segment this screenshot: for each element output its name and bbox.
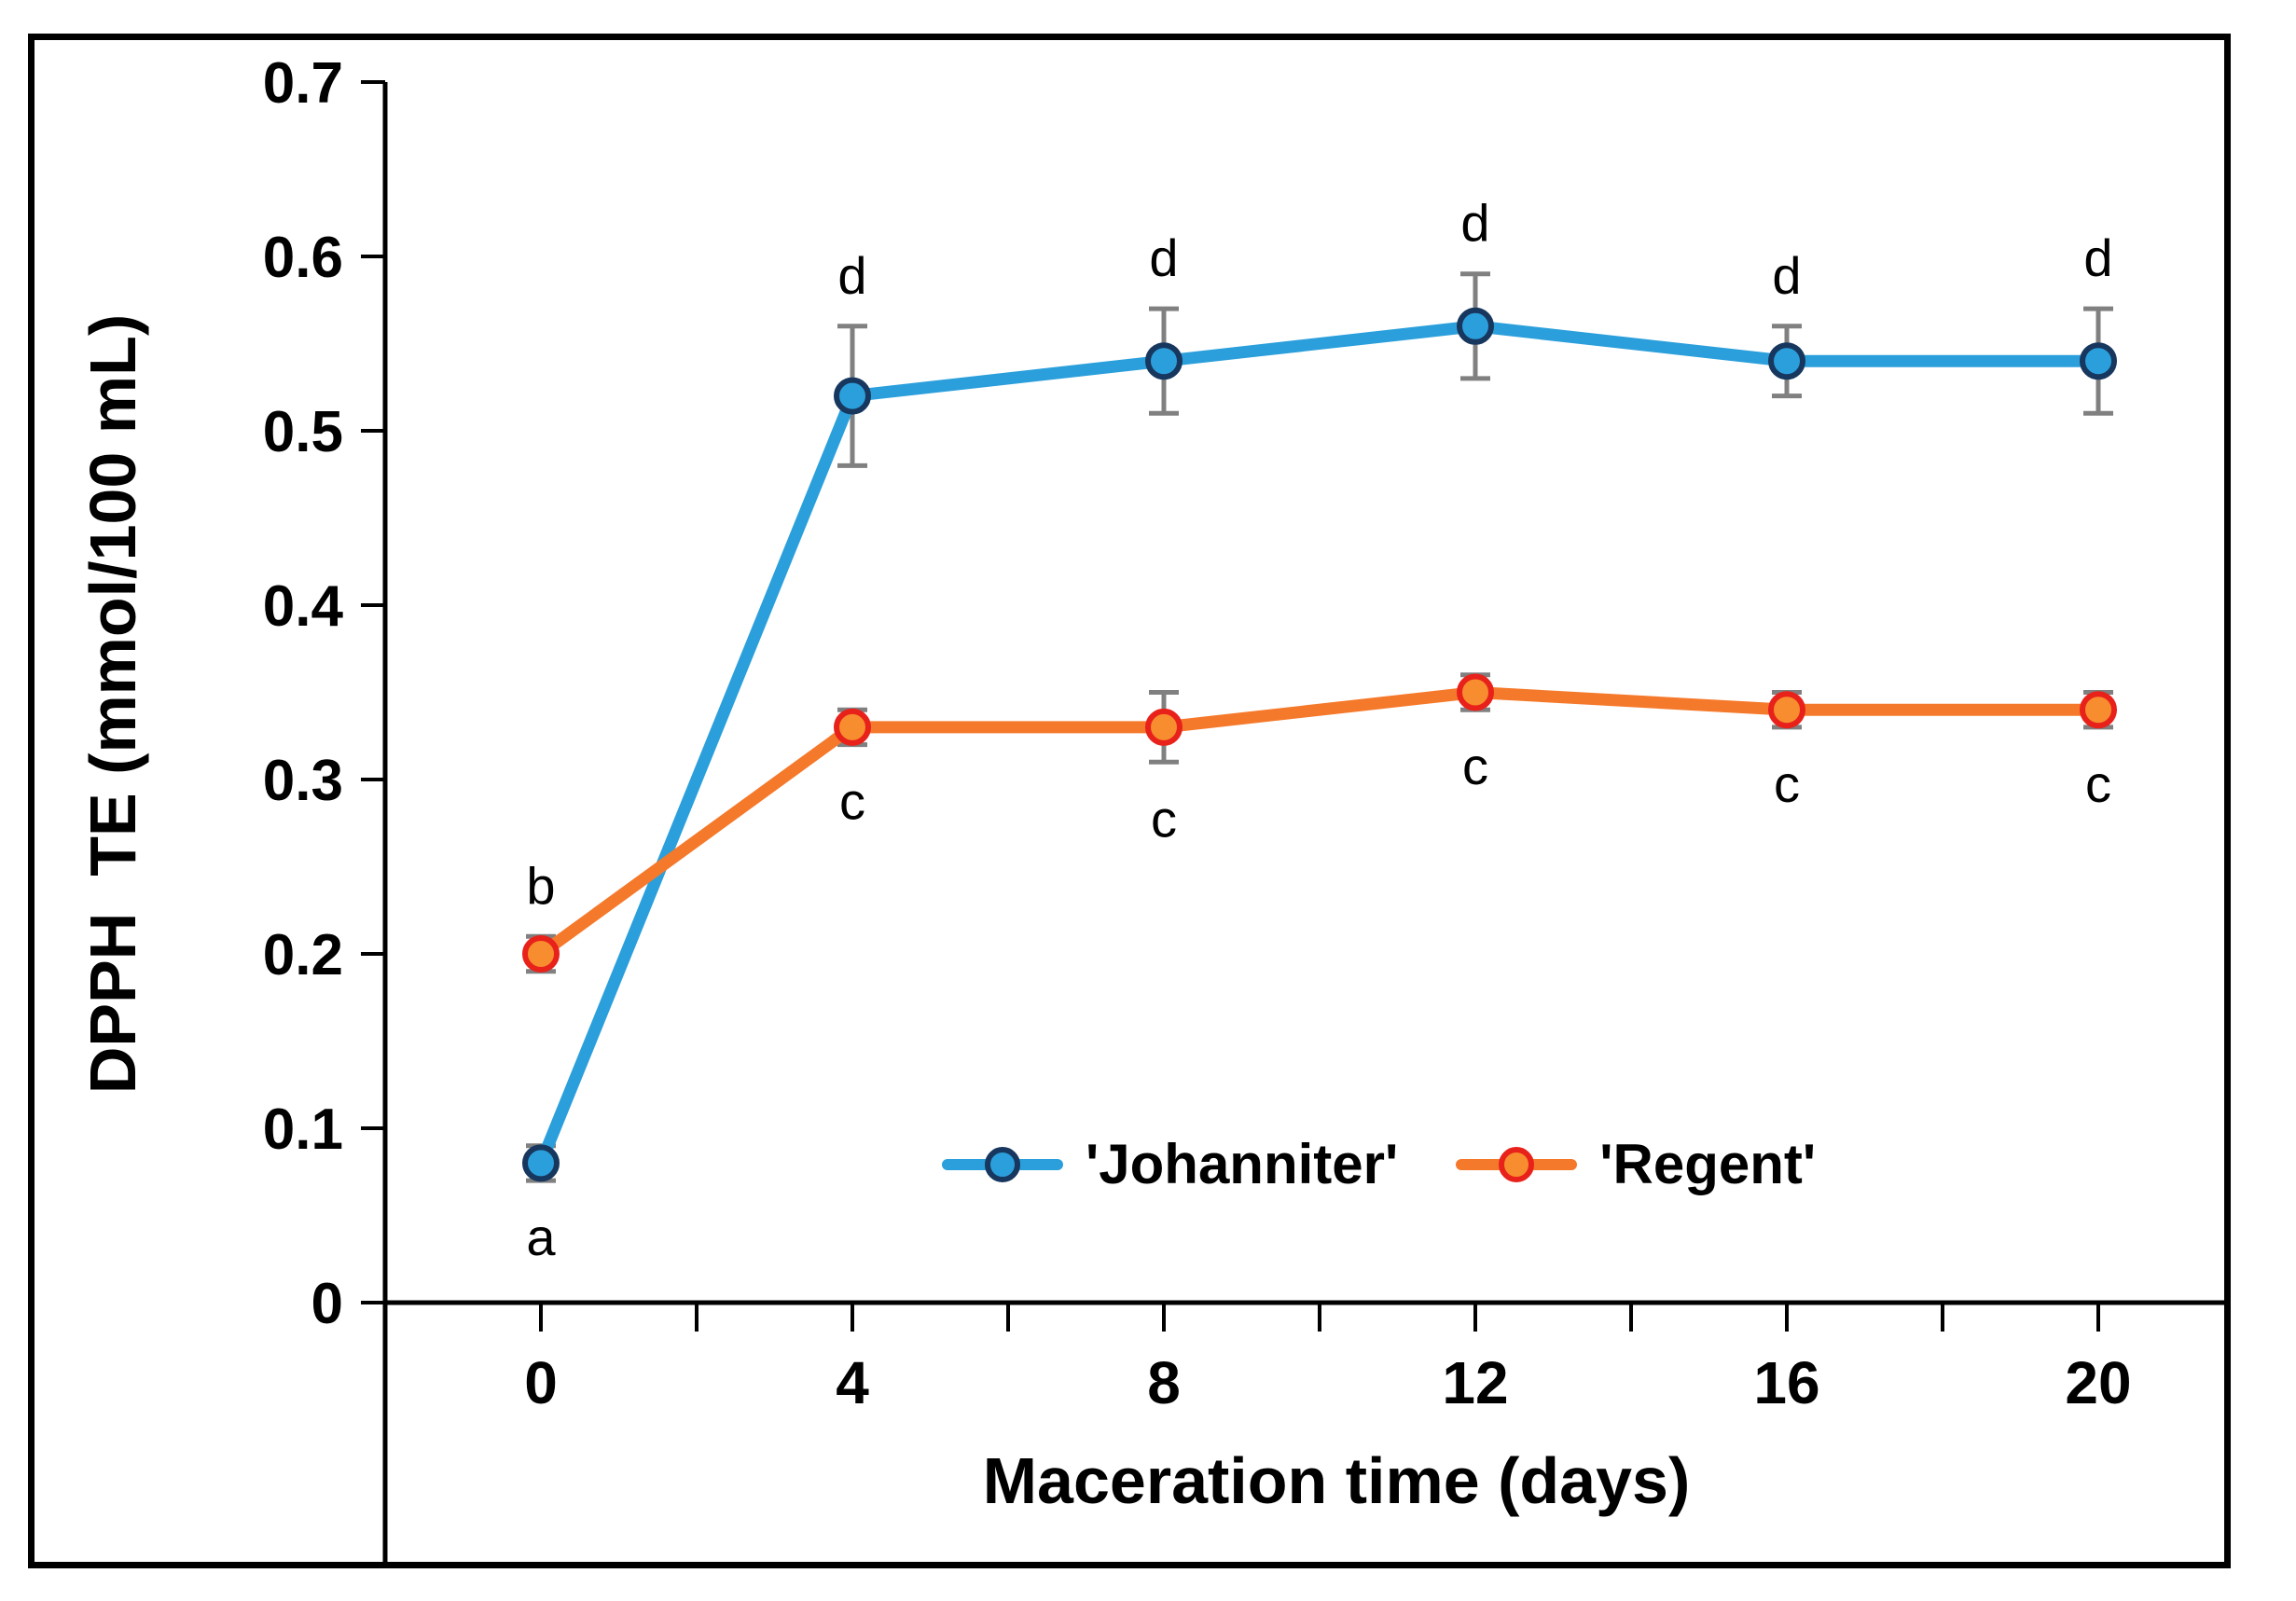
- data-point-marker: [1457, 307, 1494, 345]
- data-point-marker: [2080, 691, 2117, 729]
- data-point-marker: [522, 935, 560, 973]
- legend: 'Johanniter' 'Regent': [942, 1132, 1816, 1196]
- legend-marker-johanniter: [942, 1146, 1063, 1182]
- significance-letter: c: [839, 772, 865, 831]
- significance-letter: d: [837, 246, 866, 305]
- series-line: [534, 686, 2105, 960]
- significance-letter: d: [1772, 246, 1801, 305]
- x-tick-label: 0: [524, 1349, 558, 1416]
- significance-letter: c: [2085, 754, 2111, 813]
- x-tick-label: 12: [1442, 1349, 1508, 1416]
- significance-letter: d: [2083, 228, 2112, 287]
- data-point-marker: [1145, 708, 1183, 746]
- legend-label-regent: 'Regent': [1599, 1133, 1817, 1195]
- legend-marker-regent: [1456, 1146, 1578, 1182]
- y-tick-label: 0.1: [263, 1097, 343, 1162]
- legend-label-johanniter: 'Johanniter': [1086, 1133, 1399, 1195]
- data-point-marker: [834, 708, 871, 746]
- y-tick-label: 0.5: [263, 400, 343, 464]
- significance-letter: b: [526, 856, 555, 915]
- significance-letter: d: [1460, 194, 1489, 253]
- data-point-marker: [1145, 342, 1183, 380]
- y-tick-label: 0.6: [263, 226, 343, 290]
- y-tick-label: 0.7: [263, 51, 343, 116]
- data-point-marker: [522, 1144, 560, 1182]
- y-axis-title: DPPH TE (mmol/100 mL): [76, 314, 149, 1094]
- legend-item-johanniter: 'Johanniter': [942, 1132, 1398, 1196]
- x-tick-label: 4: [836, 1349, 869, 1416]
- x-tick-label: 20: [2065, 1349, 2131, 1416]
- y-tick-label: 0: [311, 1272, 343, 1336]
- significance-letter: c: [1462, 737, 1488, 795]
- significance-letter: c: [1151, 789, 1177, 848]
- x-tick-label: 8: [1147, 1349, 1181, 1416]
- significance-letter: c: [1774, 754, 1800, 813]
- data-point-marker: [1768, 691, 1805, 729]
- x-tick-label: 16: [1753, 1349, 1819, 1416]
- significance-letter: d: [1149, 228, 1178, 287]
- y-tick-label: 0.4: [263, 574, 344, 639]
- y-tick-label: 0.2: [263, 923, 343, 987]
- x-axis-title: Maceration time (days): [983, 1444, 1691, 1517]
- data-point-marker: [834, 377, 871, 415]
- data-point-marker: [1457, 673, 1494, 711]
- data-point-marker: [2080, 342, 2117, 380]
- figure-border: [28, 34, 2231, 1568]
- legend-item-regent: 'Regent': [1456, 1132, 1816, 1196]
- data-point-marker: [1768, 342, 1805, 380]
- y-tick-label: 0.3: [263, 749, 343, 813]
- significance-letter: a: [526, 1208, 556, 1266]
- series-line: [534, 320, 2105, 1169]
